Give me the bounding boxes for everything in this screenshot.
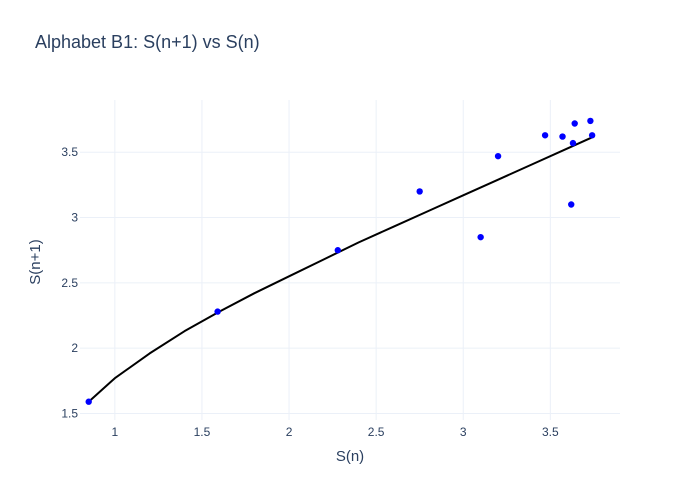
y-tick-labels: 1.5 2 2.5 3 3.5 (61, 145, 78, 420)
data-point (587, 117, 594, 125)
x-gridlines (114, 100, 551, 420)
x-tick-label: 1.5 (194, 425, 211, 439)
y-tick-label: 2 (71, 341, 78, 355)
data-point (214, 308, 221, 315)
data-point (494, 152, 502, 160)
point-layer (85, 117, 596, 405)
chart-title: Alphabet B1: S(n+1) vs S(n) (35, 32, 260, 52)
y-tick-label: 3.5 (61, 145, 78, 159)
x-tick-label: 2 (286, 425, 293, 439)
x-tick-labels: 1 1.5 2 2.5 3 3.5 (111, 425, 558, 439)
y-tick-label: 1.5 (61, 406, 78, 420)
y-axis-label: S(n+1) (27, 239, 44, 284)
data-point (541, 132, 549, 139)
x-tick-label: 1 (111, 425, 118, 439)
data-point (85, 398, 92, 405)
x-tick-label: 3.5 (542, 425, 559, 439)
y-gridlines (80, 151, 620, 414)
data-point (559, 133, 566, 140)
x-tick-label: 2.5 (368, 425, 385, 439)
data-point (571, 120, 578, 127)
data-point (569, 139, 577, 147)
data-point (568, 201, 575, 208)
x-axis-label: S(n) (336, 448, 364, 465)
data-point (416, 188, 423, 195)
y-tick-label: 3 (71, 211, 78, 225)
fit-line-layer (87, 135, 595, 403)
fit-line (87, 135, 595, 403)
data-point (588, 132, 596, 139)
x-tick-label: 3 (460, 425, 467, 439)
y-tick-label: 2.5 (61, 276, 78, 290)
data-point (477, 233, 484, 241)
data-point (334, 247, 342, 254)
